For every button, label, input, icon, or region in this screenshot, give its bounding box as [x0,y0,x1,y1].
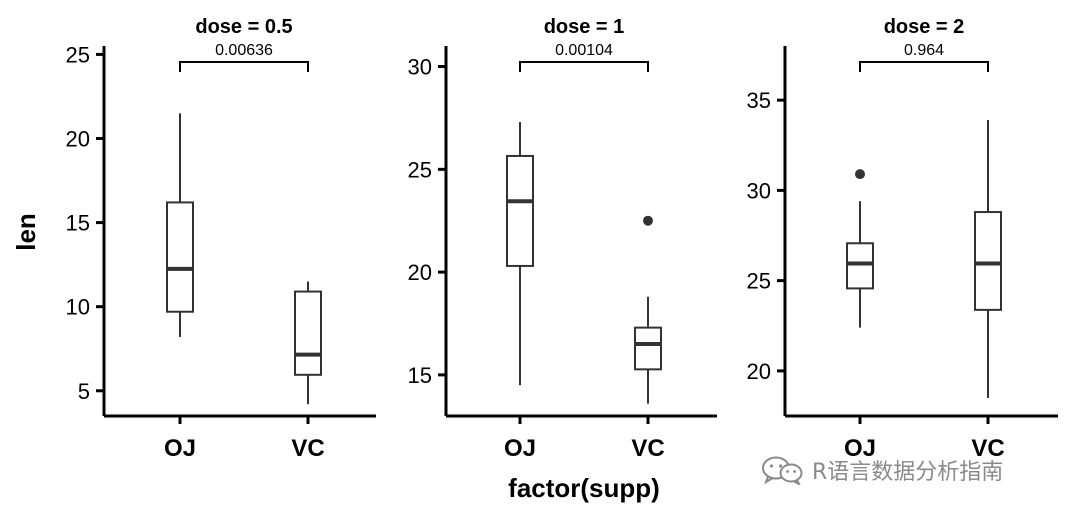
watermark-text: R语言数据分析指南 [812,460,1004,485]
x-tick-label: VC [971,435,1004,462]
iqr-box [506,154,534,267]
y-tick-label: 25 [66,42,90,67]
iqr-box [846,242,874,290]
panel-title: dose = 1 [544,16,625,38]
box-oj [166,113,194,337]
p-value-label: 0.00636 [215,42,273,59]
wechat-icon [762,456,803,485]
y-tick-label: 15 [408,363,432,388]
iqr-box [634,326,662,371]
comparison-bracket [179,61,309,72]
y-tick-label: 15 [66,211,90,236]
panel-title: dose = 2 [884,16,965,38]
x-tick-label: OJ [844,435,876,462]
y-axis-title: len [11,213,41,251]
outlier-point [643,215,653,226]
y-tick-label: 20 [408,260,432,285]
iqr-box [166,201,194,313]
comparison-bracket [519,61,649,72]
y-tick-label: 25 [408,157,432,182]
x-tick-label: VC [631,435,664,462]
x-tick-label: OJ [504,435,536,462]
y-tick-label: 35 [747,88,771,113]
y-tick-label: 20 [747,359,771,384]
panel-3: 20 25 30 35 OJ VC dose = 2 0.964 [747,16,1058,462]
x-axis-title: factor(supp) [508,473,660,503]
iqr-box [974,211,1002,311]
y-tick-label: 25 [747,269,771,294]
box-vc [294,281,322,405]
y-tick-label: 30 [747,178,771,203]
x-tick-label: OJ [164,435,196,462]
panels: 5 10 15 20 25 OJ VC dose = 0.5 0.00636 15 20 25 30 OJ… [66,16,1058,462]
box-oj [506,122,534,386]
iqr-box [294,290,322,376]
panel-2: 15 20 25 30 OJ VC dose = 1 0.00104 [408,16,717,462]
panel-title: dose = 0.5 [195,16,292,38]
box-vc [974,120,1002,398]
comparison-bracket [859,61,989,72]
outlier-point [855,169,865,180]
watermark: R语言数据分析指南 [760,452,1003,488]
box-oj [846,169,874,328]
y-tick-label: 10 [66,295,90,320]
box-vc [634,215,662,404]
x-tick-label: VC [291,435,324,462]
y-tick-label: 20 [66,127,90,152]
p-value-label: 0.00104 [555,42,613,59]
panel-1: 5 10 15 20 25 OJ VC dose = 0.5 0.00636 [66,16,376,462]
y-tick-label: 30 [408,55,432,80]
p-value-label: 0.964 [904,42,944,59]
y-tick-label: 5 [78,379,90,404]
